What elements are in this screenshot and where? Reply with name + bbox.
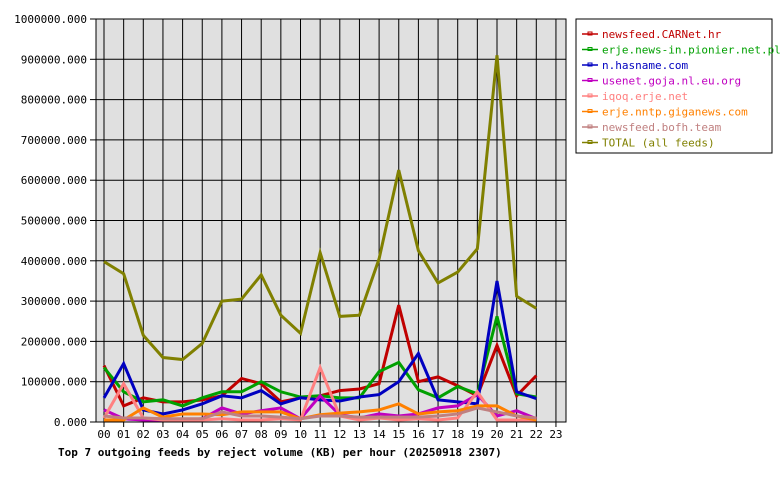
x-tick-label: 05 (196, 428, 209, 441)
y-tick-label: 500000.000 (21, 215, 87, 228)
y-axis-ticks: 0.000 100000.000 200000.000 300000.000 40000… (14, 13, 96, 429)
y-tick-label: 600000.000 (21, 174, 87, 187)
x-tick-label: 13 (353, 428, 366, 441)
y-tick-label: 0.000 (54, 416, 87, 429)
legend-item: n.hasname.com (582, 59, 688, 72)
x-tick-label: 12 (333, 428, 346, 441)
x-tick-label: 23 (549, 428, 562, 441)
y-tick-label: 800000.000 (21, 94, 87, 107)
series-lines (102, 55, 538, 422)
x-tick-label: 00 (97, 428, 110, 441)
legend-label: erje.nntp.giganews.com (602, 106, 748, 119)
x-tick-label: 01 (117, 428, 130, 441)
x-tick-label: 11 (314, 428, 327, 441)
series-line (103, 406, 537, 421)
x-tick-label: 02 (137, 428, 150, 441)
y-tick-label: 900000.000 (21, 53, 87, 66)
chart-title: Top 7 outgoing feeds by reject volume (K… (58, 446, 502, 459)
legend-item: newsfeed.bofh.team (582, 121, 722, 134)
x-tick-label: 21 (510, 428, 523, 441)
legend-label: newsfeed.CARNet.hr (602, 28, 722, 41)
legend-item: iqoq.erje.net (582, 90, 688, 103)
legend-label: newsfeed.bofh.team (602, 121, 722, 134)
x-tick-label: 09 (274, 428, 287, 441)
x-tick-label: 15 (392, 428, 405, 441)
legend-label: iqoq.erje.net (602, 90, 688, 103)
legend-label: TOTAL (all feeds) (602, 137, 715, 150)
legend: newsfeed.CARNet.hr erje.news-in.pionier.n… (575, 18, 780, 154)
legend-item: newsfeed.CARNet.hr (582, 28, 722, 41)
grid (96, 18, 566, 427)
legend-item: erje.news-in.pionier.net.pl (582, 44, 780, 57)
legend-item: usenet.goja.nl.eu.org (582, 75, 741, 88)
legend-label: usenet.goja.nl.eu.org (602, 75, 741, 88)
x-tick-label: 18 (451, 428, 464, 441)
legend-item: TOTAL (all feeds) (582, 137, 715, 150)
series-line (103, 55, 538, 362)
y-tick-label: 700000.000 (21, 134, 87, 147)
y-tick-label: 100000.000 (21, 376, 87, 389)
x-tick-label: 14 (372, 428, 386, 441)
x-tick-label: 03 (156, 428, 169, 441)
x-tick-label: 06 (215, 428, 228, 441)
legend-label: n.hasname.com (602, 59, 688, 72)
x-tick-label: 20 (490, 428, 503, 441)
x-tick-label: 17 (431, 428, 444, 441)
y-tick-label: 200000.000 (21, 335, 87, 348)
y-tick-label: 300000.000 (21, 295, 87, 308)
x-tick-label: 10 (294, 428, 307, 441)
legend-item: erje.nntp.giganews.com (582, 106, 748, 119)
x-tick-label: 22 (530, 428, 543, 441)
legend-box (575, 18, 773, 154)
x-tick-label: 04 (176, 428, 190, 441)
x-tick-label: 08 (255, 428, 268, 441)
x-tick-label: 19 (471, 428, 484, 441)
y-tick-label: 1000000.000 (14, 13, 87, 26)
legend-label: erje.news-in.pionier.net.pl (602, 44, 780, 57)
y-tick-label: 400000.000 (21, 255, 87, 268)
x-tick-label: 07 (235, 428, 248, 441)
x-tick-label: 16 (412, 428, 425, 441)
x-axis-ticks: 00 01 02 03 04 05 06 07 08 09 10 11 12 13 14 15 16 17 18 19… (97, 428, 562, 441)
